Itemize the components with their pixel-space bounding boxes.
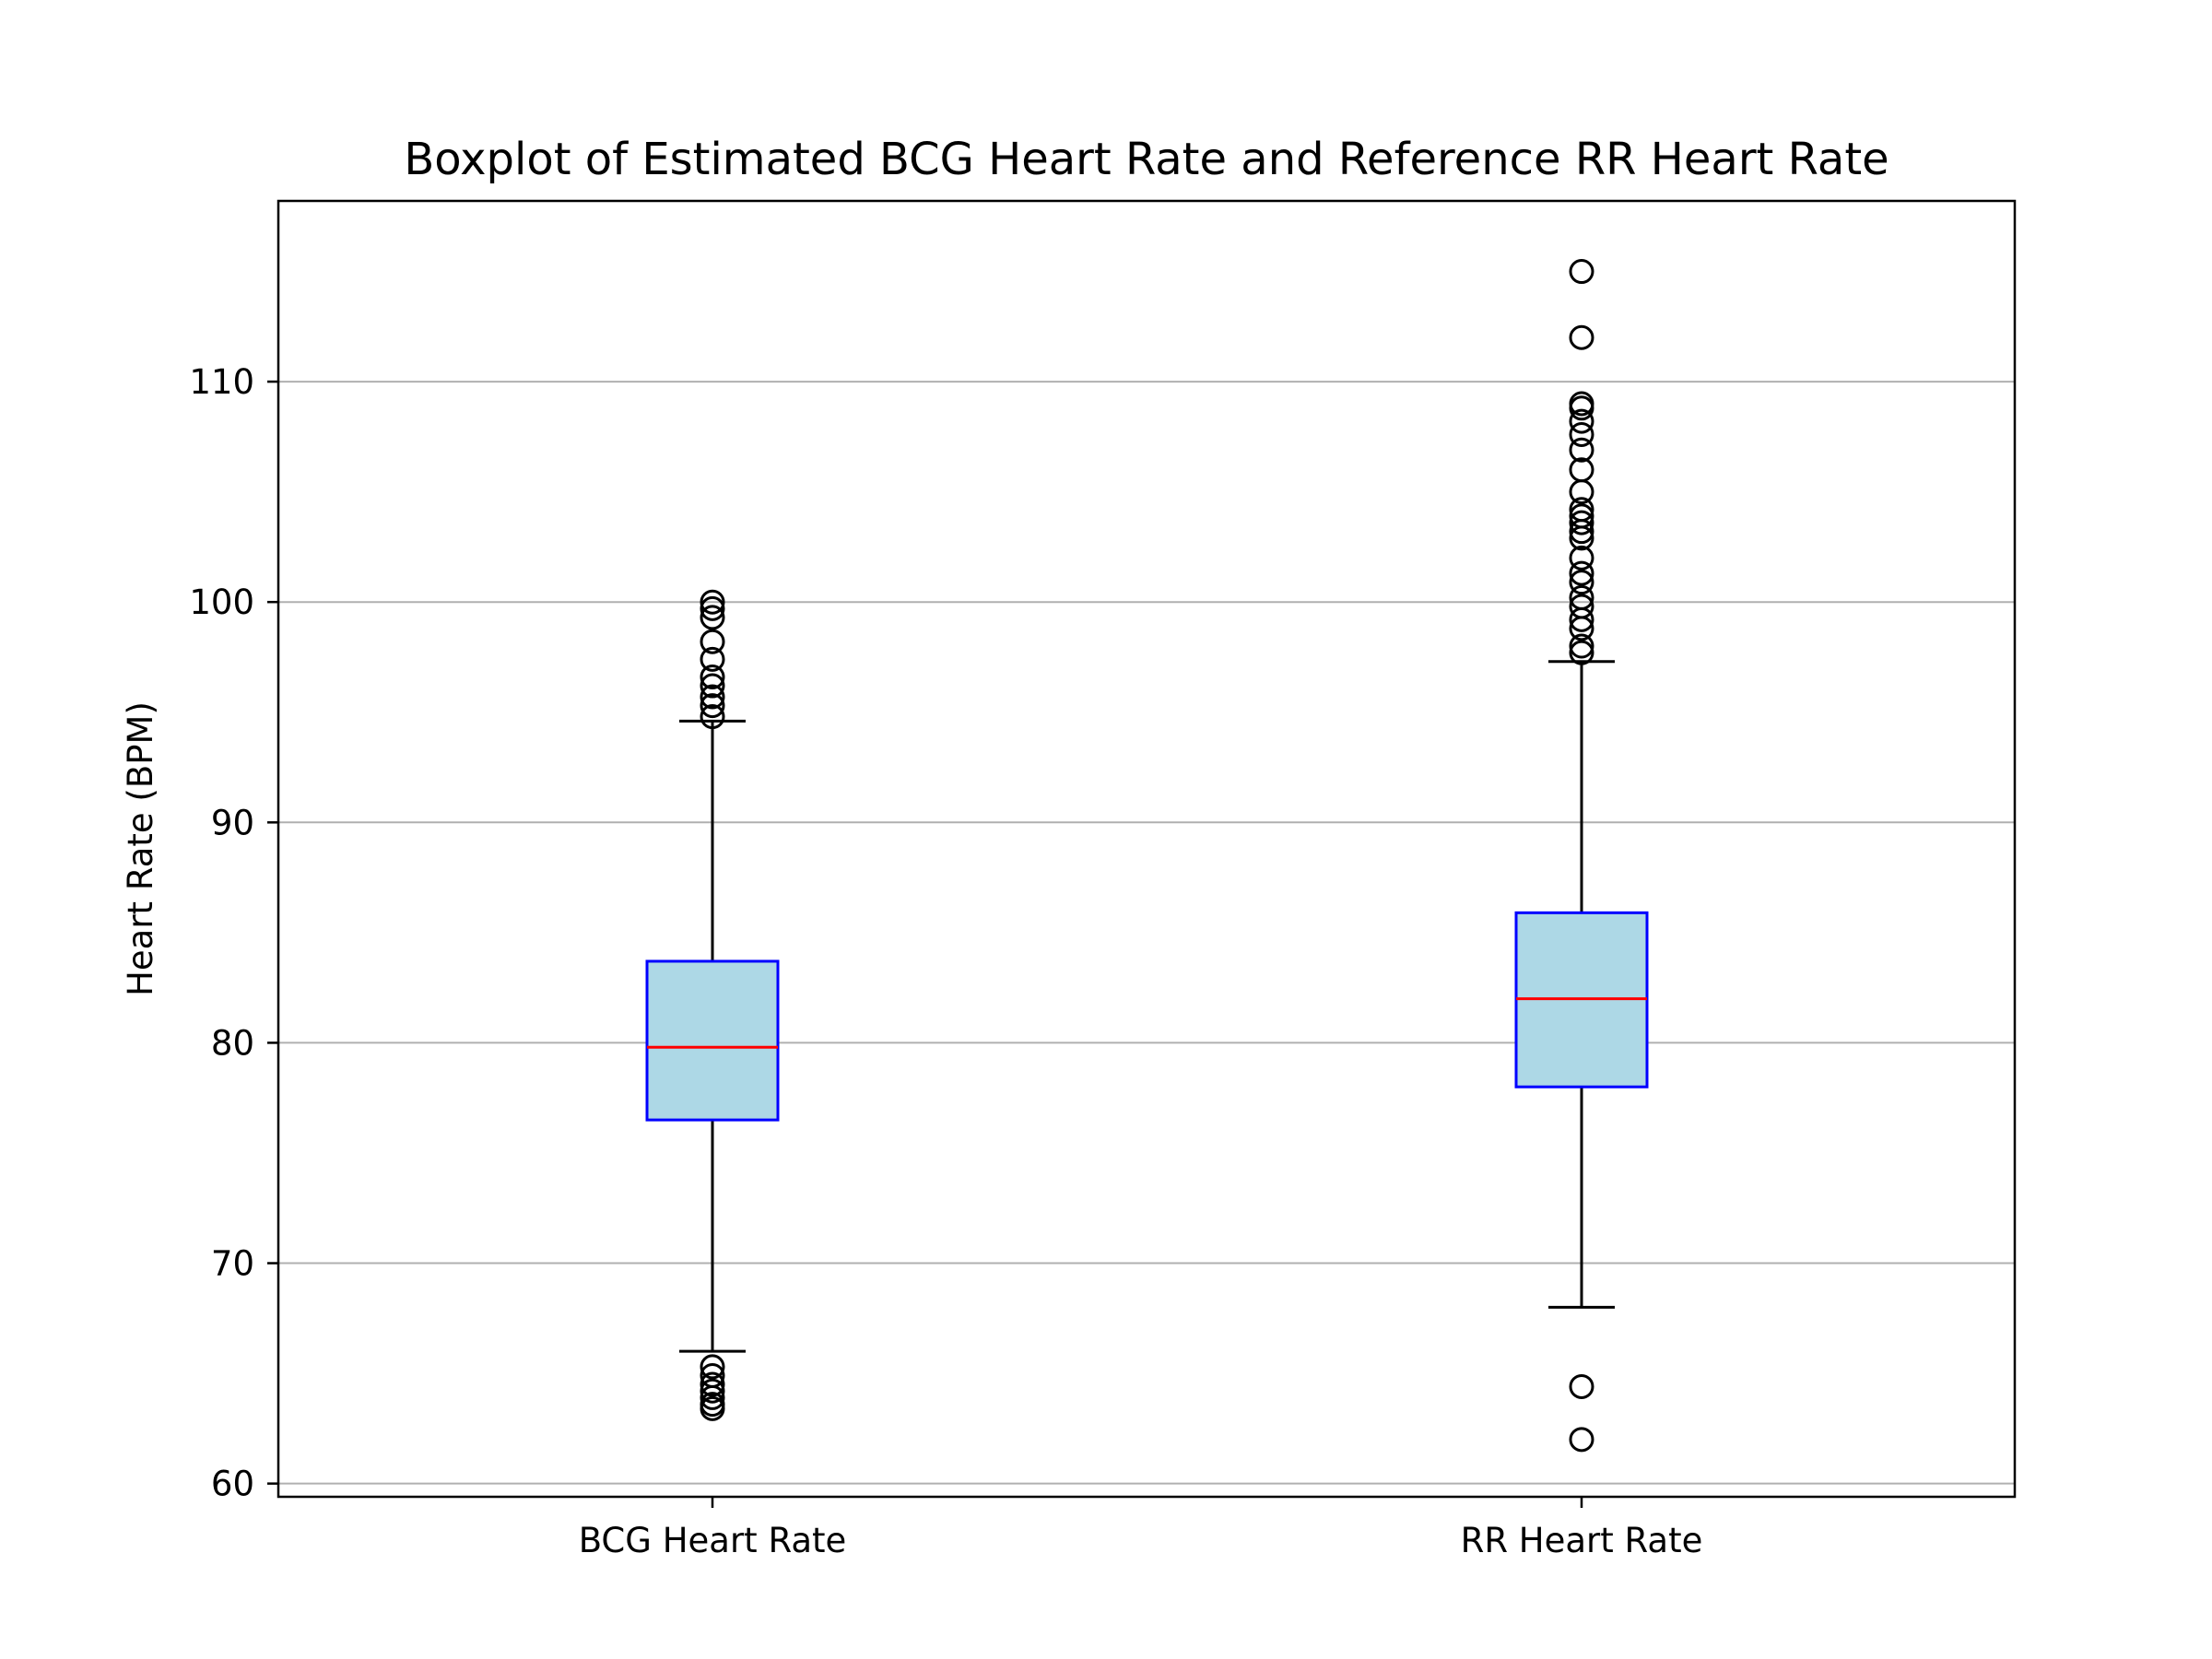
outlier-point xyxy=(700,704,725,730)
y-axis-label: Heart Rate (BPM) xyxy=(121,701,160,996)
outlier-point xyxy=(1569,497,1594,523)
outlier-point xyxy=(1569,408,1594,434)
outlier-point xyxy=(1569,594,1594,619)
y-tick-label: 90 xyxy=(211,803,254,842)
box-group xyxy=(1514,259,1649,1453)
outlier-point xyxy=(1569,421,1594,447)
outlier-point xyxy=(1569,570,1594,595)
outlier-point xyxy=(1569,457,1594,483)
outlier-point xyxy=(1569,324,1594,350)
outlier-point xyxy=(700,1362,725,1388)
y-tick-label: 60 xyxy=(211,1465,254,1504)
outlier-point xyxy=(700,1392,725,1418)
axes-layer: 60 70 80 90 100 110 BCG Heart Rate RR Heart Rat… xyxy=(189,199,2017,1560)
outlier-point xyxy=(700,684,725,710)
outlier-point xyxy=(1569,584,1594,610)
y-tick-label: 100 xyxy=(189,582,254,622)
outlier-point xyxy=(1569,545,1594,571)
outlier-point xyxy=(1569,259,1594,285)
outlier-point xyxy=(1569,503,1594,529)
outlier-point xyxy=(700,664,725,689)
outlier-point xyxy=(1569,633,1594,659)
x-tick-label: BCG Heart Rate xyxy=(579,1521,847,1560)
y-tick-label: 70 xyxy=(211,1244,254,1284)
box xyxy=(645,959,780,1122)
outlier-point xyxy=(1569,560,1594,586)
outlier-point xyxy=(1569,640,1594,665)
box-group xyxy=(645,589,780,1421)
outlier-point xyxy=(1569,391,1594,417)
outlier-point xyxy=(700,605,725,630)
outlier-point xyxy=(700,595,725,621)
outlier-point xyxy=(1569,510,1594,535)
outlier-point xyxy=(1569,1373,1594,1399)
outlier-point xyxy=(700,673,725,699)
outlier-point xyxy=(700,646,725,672)
x-tick-label: RR Heart Rate xyxy=(1461,1521,1703,1560)
y-tick-label: 80 xyxy=(211,1023,254,1063)
outlier-point xyxy=(700,693,725,719)
outlier-point xyxy=(700,1378,725,1404)
grid-layer xyxy=(278,381,2015,1485)
outlier-point xyxy=(700,1371,725,1397)
outlier-point xyxy=(700,629,725,654)
box-layer xyxy=(645,259,1649,1453)
chart-title: Boxplot of Estimated BCG Heart Rate and … xyxy=(404,134,1888,185)
outlier-point xyxy=(1569,437,1594,463)
plot-frame xyxy=(276,199,2017,1499)
outlier-point xyxy=(700,1354,725,1380)
outlier-point xyxy=(700,589,725,615)
y-tick-label: 110 xyxy=(189,362,254,402)
outlier-point xyxy=(1569,1427,1594,1453)
